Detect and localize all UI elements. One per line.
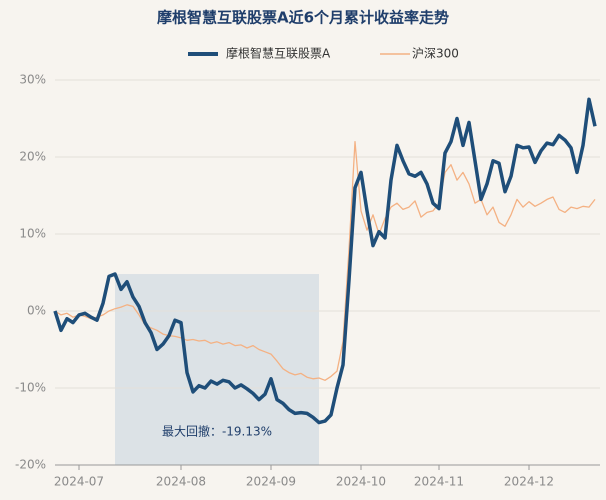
- legend-label: 摩根智慧互联股票A: [226, 46, 331, 61]
- x-tick-label: 2024-11: [414, 475, 464, 489]
- x-tick-label: 2024-09: [246, 475, 296, 489]
- series-line: [53, 97, 597, 425]
- y-tick-label: 0%: [27, 304, 46, 318]
- y-tick-label: -10%: [15, 381, 46, 395]
- y-tick-label: -20%: [15, 458, 46, 472]
- x-tick-label: 2024-10: [336, 475, 386, 489]
- x-tick-label: 2024-12: [504, 475, 554, 489]
- annotation: 最大回撤：-19.13%: [162, 424, 272, 439]
- y-tick-label: 10%: [19, 227, 46, 241]
- x-tick-label: 2024-07: [54, 475, 104, 489]
- x-tick-label: 2024-08: [156, 475, 206, 489]
- legend-label: 沪深300: [412, 47, 459, 61]
- y-tick-label: 30%: [19, 73, 46, 87]
- chart-title: 摩根智慧互联股票A近6个月累计收益率走势: [157, 9, 449, 27]
- y-tick-label: 20%: [19, 150, 46, 164]
